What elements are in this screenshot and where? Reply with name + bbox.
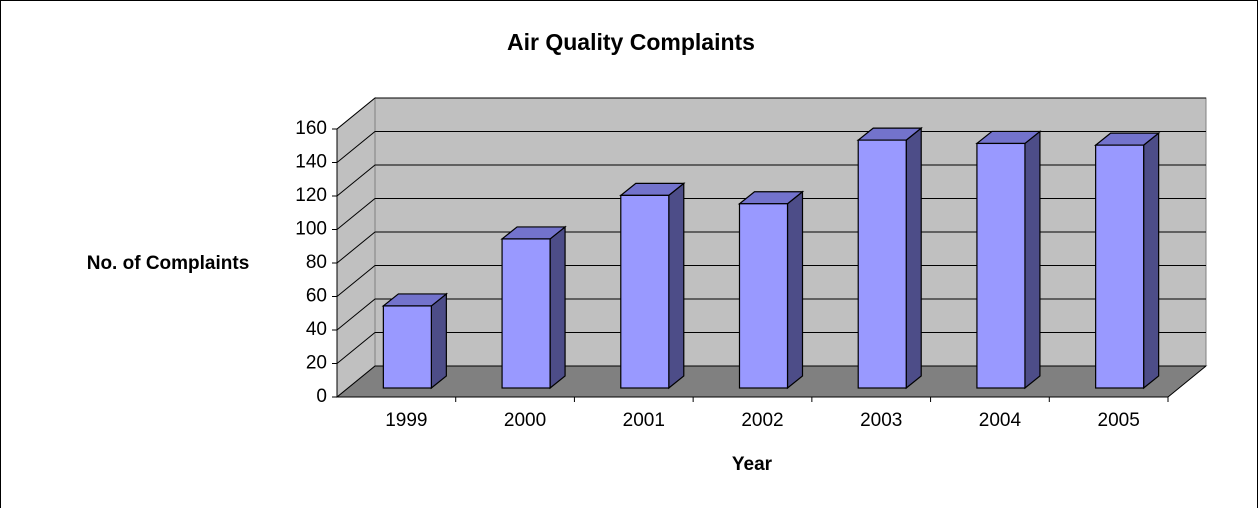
bar: [738, 203, 789, 389]
x-tick-label: 1999: [385, 410, 427, 431]
grid-line: [336, 198, 1206, 230]
bar: [976, 142, 1026, 389]
bar-side: [905, 126, 922, 390]
y-tick-label: 120: [295, 185, 327, 206]
grid-line: [336, 365, 1206, 398]
bar: [857, 139, 907, 389]
grid-line: [336, 265, 1206, 297]
x-tick-label: 2000: [504, 410, 546, 431]
bar-side: [668, 182, 685, 390]
grid-line: [336, 332, 1206, 364]
y-tick-label: 40: [306, 319, 327, 340]
bar: [501, 238, 551, 389]
bar: [1095, 144, 1145, 389]
grid-line: [336, 97, 1206, 130]
y-tick-label: 140: [295, 152, 327, 173]
x-axis-label: Year: [732, 454, 773, 475]
chart-title: Air Quality Complaints: [507, 29, 755, 55]
y-tick-label: 0: [316, 386, 327, 407]
bar-side: [549, 225, 566, 390]
bar: [382, 305, 432, 389]
x-tick-label: 2002: [741, 410, 783, 431]
y-tick-label: 80: [306, 252, 327, 273]
y-tick-label: 100: [295, 219, 327, 240]
grid-line: [336, 231, 1206, 264]
x-tick-label: 2003: [860, 410, 902, 431]
grid-line: [336, 164, 1206, 197]
bar-side: [786, 190, 804, 390]
x-tick-label: 2005: [1098, 410, 1140, 431]
x-tick-label: 2001: [623, 410, 665, 431]
bar: [620, 194, 670, 389]
bar-side: [1024, 130, 1041, 390]
bar-side: [430, 292, 447, 390]
bar-side: [1143, 131, 1160, 390]
y-axis-label: No. of Complaints: [87, 253, 250, 274]
y-tick-label: 160: [295, 118, 327, 139]
grid-line: [336, 131, 1206, 163]
x-tick-label: 2004: [979, 410, 1022, 431]
y-tick-label: 60: [306, 286, 327, 307]
y-tick-label: 20: [306, 353, 327, 374]
grid-line: [336, 298, 1206, 331]
